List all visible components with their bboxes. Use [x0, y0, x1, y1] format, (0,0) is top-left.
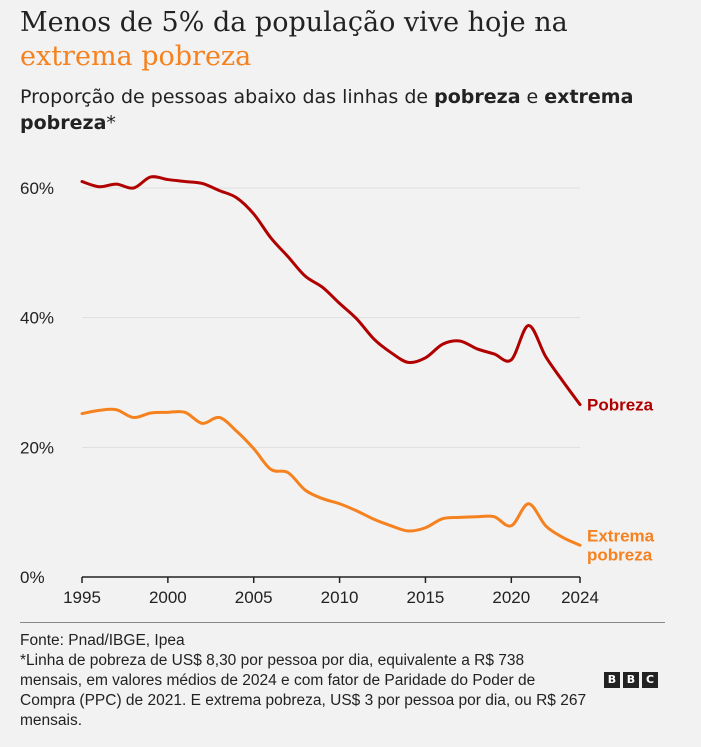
bbc-logo-letter: C — [642, 672, 658, 688]
title-line-1: Menos de 5% da população vive hoje na — [20, 7, 568, 38]
x-tick-label: 2020 — [492, 588, 530, 607]
subtitle-text-1: Proporção de pessoas abaixo das linhas d… — [20, 86, 435, 108]
y-tick-label: 40% — [20, 309, 54, 328]
series-line-pobreza — [80, 175, 582, 407]
x-tick-label: 2024 — [561, 588, 599, 607]
subtitle-bold-2: extrema pobreza — [20, 86, 634, 134]
footnote-text: *Linha de pobreza de US$ 8,30 por pessoa… — [20, 652, 587, 729]
chart-title: Menos de 5% da população vive hoje na ext… — [20, 6, 680, 74]
x-tick-label: 1995 — [63, 588, 101, 607]
bbc-logo: B B C — [604, 672, 658, 688]
bbc-logo-letter: B — [623, 672, 639, 688]
footer-divider — [20, 622, 665, 623]
y-tick-label: 0% — [20, 568, 45, 587]
line-chart: 0% 20% 40% 60% 1995 2000 2005 2010 2015 2020 2024 P… — [20, 175, 655, 607]
subtitle-bold-1: pobreza — [434, 86, 521, 108]
y-tick-label: 60% — [20, 179, 54, 198]
bbc-logo-letter: B — [604, 672, 620, 688]
subtitle-text-2: e — [520, 86, 545, 108]
x-tick-label: 2005 — [235, 588, 273, 607]
title-highlight: extrema pobreza — [20, 41, 252, 72]
x-tick-label: 2000 — [149, 588, 187, 607]
source-text: Fonte: Pnad/IBGE, Ipea — [20, 632, 185, 649]
series-label-extrema-pobreza: Extrema — [587, 527, 655, 546]
footer-notes: Fonte: Pnad/IBGE, Ipea *Linha de pobreza… — [20, 631, 590, 731]
x-tick-label: 2015 — [407, 588, 445, 607]
series-label-pobreza: Pobreza — [587, 396, 654, 415]
chart-subtitle: Proporção de pessoas abaixo das linhas d… — [20, 84, 680, 136]
series-line-extrema-pobreza — [80, 407, 582, 547]
y-tick-label: 20% — [20, 438, 54, 457]
series-label-extrema-pobreza: pobreza — [587, 546, 653, 565]
x-tick-label: 2010 — [321, 588, 359, 607]
subtitle-asterisk: * — [106, 112, 116, 134]
